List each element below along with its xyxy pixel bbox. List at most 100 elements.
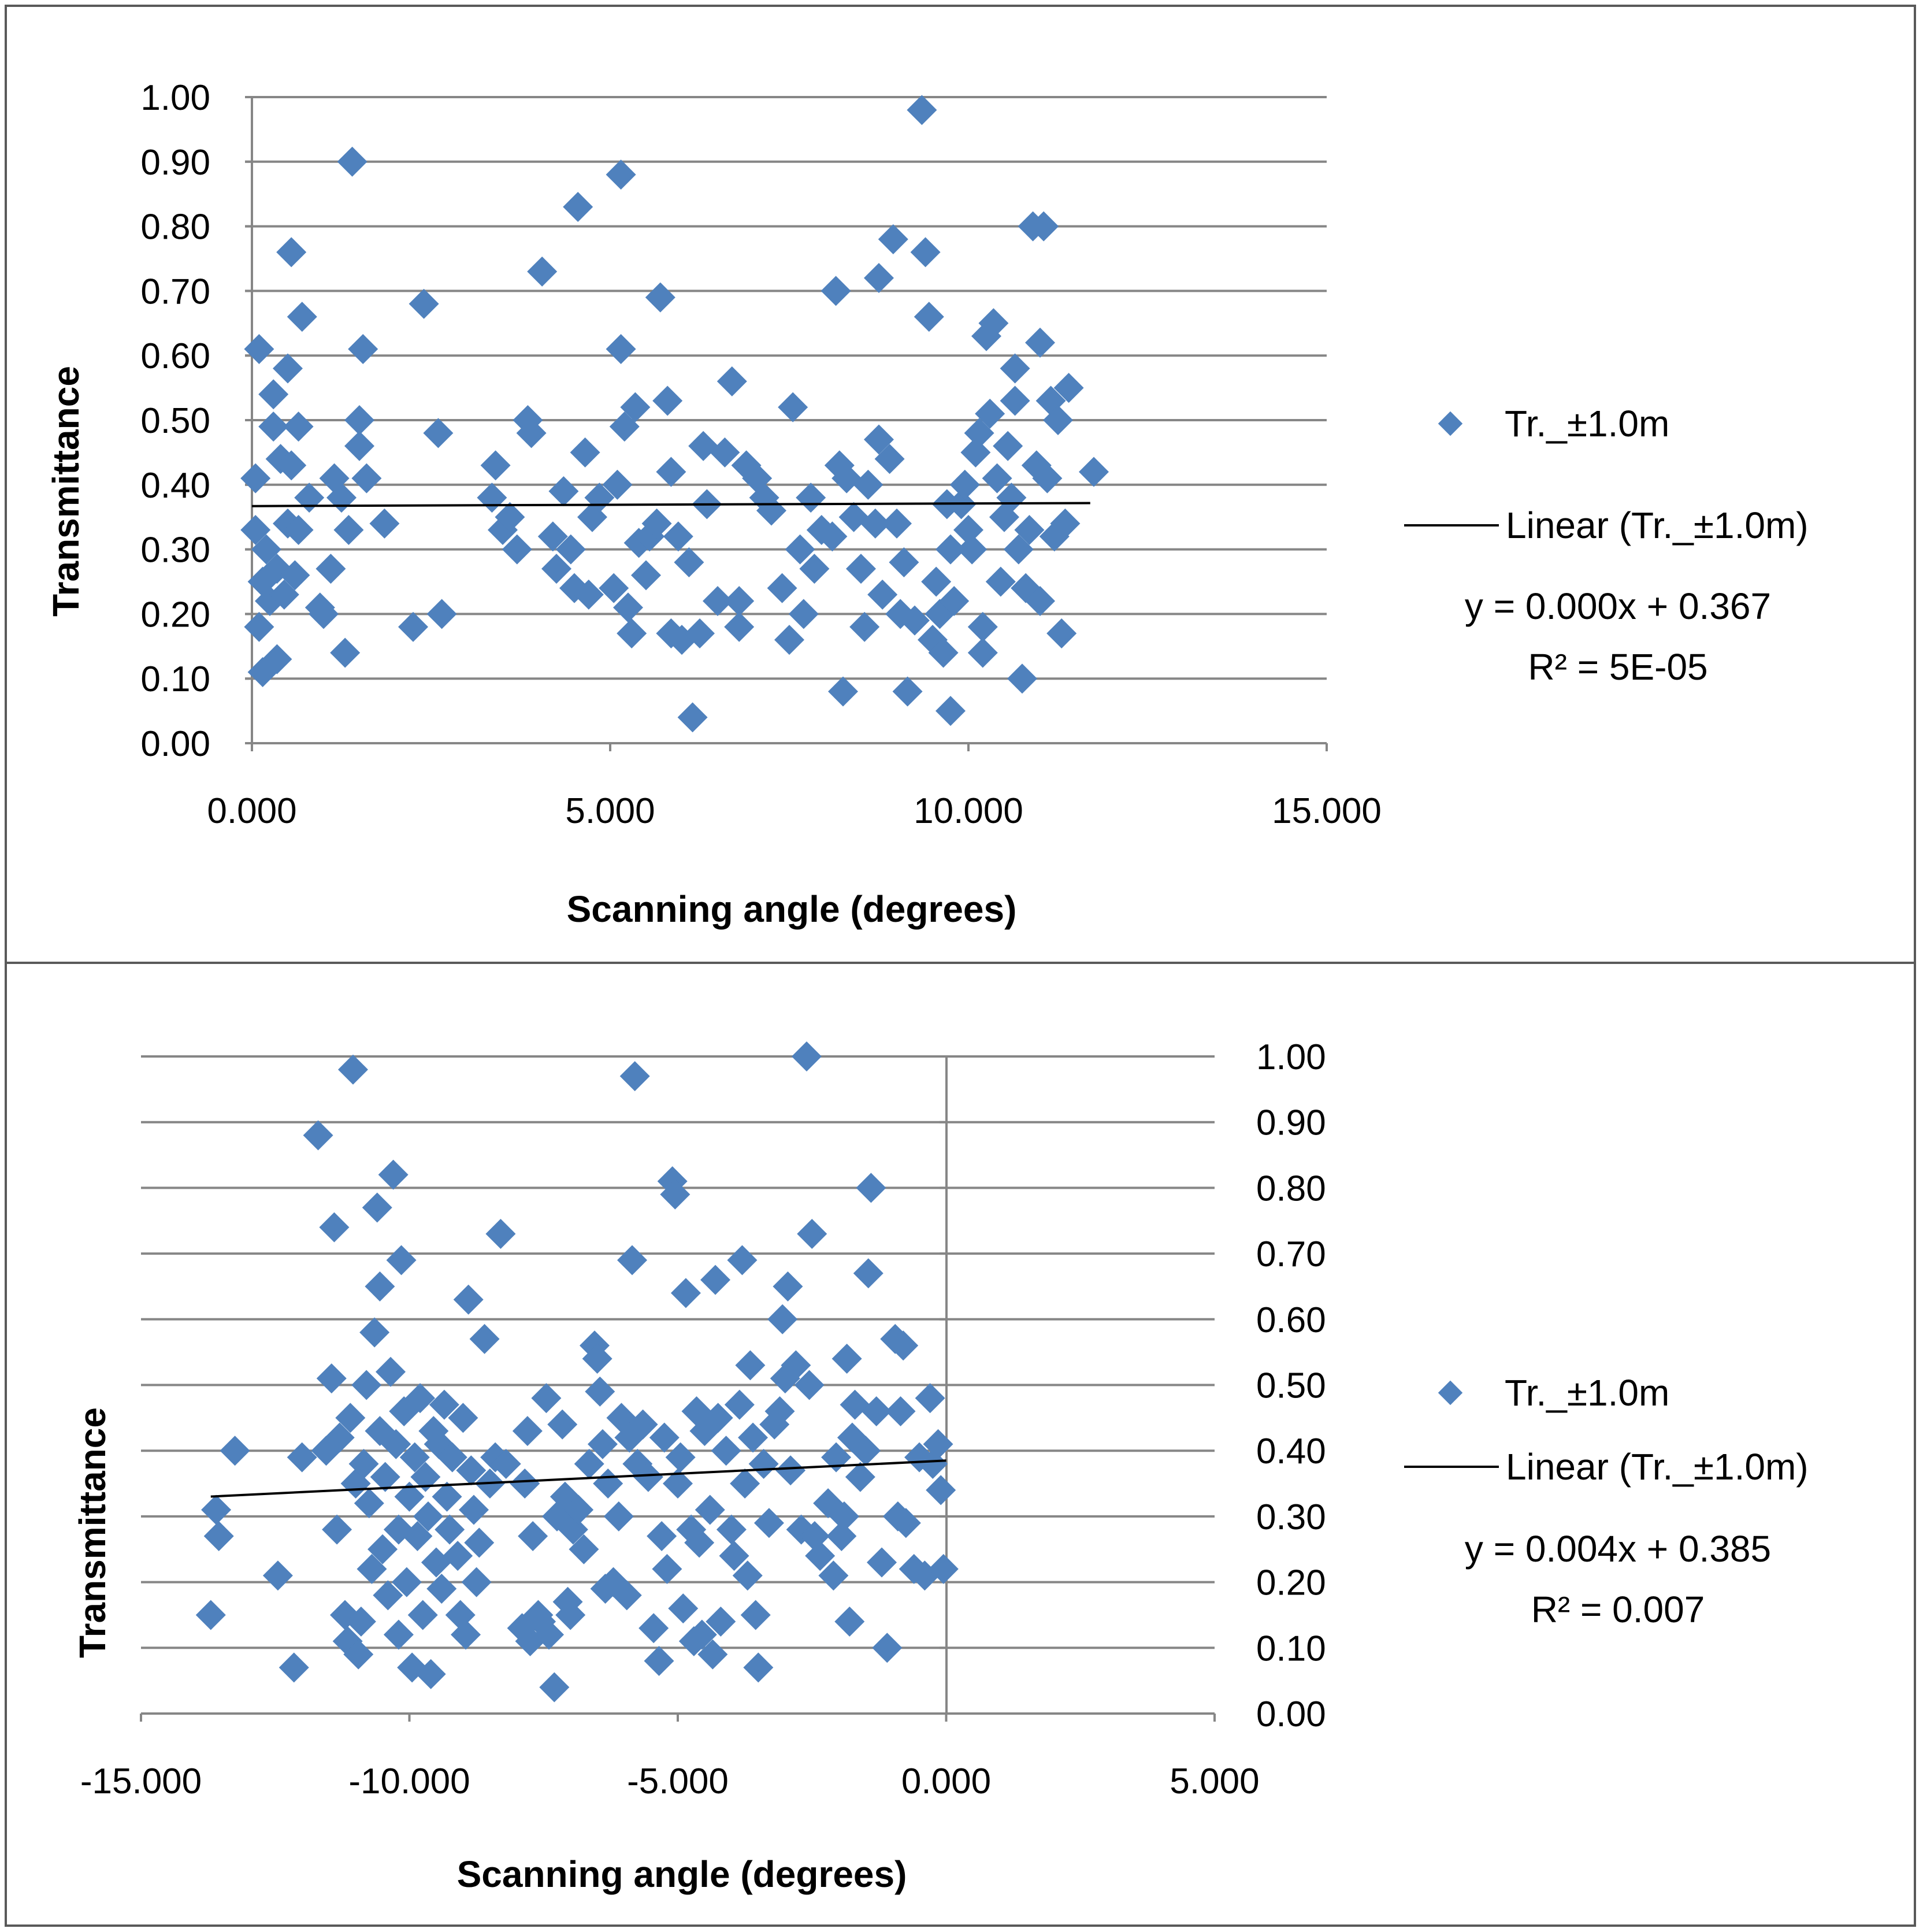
data-point <box>365 1271 395 1301</box>
top-legend-trend-label: Linear (Tr._±1.0m) <box>1506 505 1809 546</box>
x-tick-label: 5.000 <box>565 791 655 831</box>
data-point <box>602 469 633 500</box>
data-point <box>797 1218 827 1249</box>
data-point <box>851 1436 881 1466</box>
data-point <box>788 599 819 629</box>
y-tick-label: 0.10 <box>140 659 210 699</box>
data-point <box>240 463 271 494</box>
data-point <box>244 611 274 642</box>
data-point <box>303 1120 333 1151</box>
data-point <box>351 463 382 494</box>
top-r-squared: R² = 5E-05 <box>1528 646 1707 688</box>
data-point <box>767 573 797 603</box>
x-tick-label: 10.000 <box>914 791 1023 831</box>
data-point <box>890 1508 921 1538</box>
data-point <box>563 192 593 223</box>
data-point <box>443 1541 473 1571</box>
data-point <box>367 1534 398 1564</box>
x-tick-label: 0.000 <box>901 1762 991 1801</box>
data-point <box>539 1672 570 1703</box>
data-point <box>645 282 675 313</box>
data-point <box>953 515 983 546</box>
data-point <box>287 1442 317 1473</box>
data-point <box>1050 508 1081 539</box>
data-point <box>785 534 815 565</box>
data-point <box>573 579 604 610</box>
data-point <box>548 476 579 506</box>
data-point <box>251 534 281 565</box>
data-point <box>1000 353 1030 384</box>
data-point <box>394 1481 425 1512</box>
bottom-legend-series-label: Tr._±1.0m <box>1505 1372 1669 1414</box>
data-point <box>985 566 1016 597</box>
data-point <box>688 431 719 461</box>
data-point <box>874 444 905 474</box>
data-point <box>448 1403 478 1433</box>
y-tick-label: 0.30 <box>1256 1497 1326 1537</box>
data-point <box>563 1495 594 1525</box>
data-point <box>668 1593 699 1624</box>
data-point <box>351 1370 382 1400</box>
data-point <box>700 1264 731 1295</box>
data-point <box>255 586 285 617</box>
top-chart: 0.00 0.10 0.20 0.30 0.40 0.50 0.60 0.70 0.80 0.90… <box>45 78 1809 930</box>
data-point <box>914 302 944 332</box>
data-point <box>344 405 374 435</box>
data-point <box>409 288 439 319</box>
data-point <box>464 1527 495 1558</box>
data-point <box>587 1429 618 1459</box>
data-point <box>915 1383 945 1414</box>
data-point <box>724 586 755 617</box>
data-point <box>357 1553 387 1584</box>
x-tick-label: 5.000 <box>1170 1762 1259 1801</box>
y-tick-label: 1.00 <box>1256 1037 1326 1077</box>
data-point <box>978 308 1009 339</box>
data-point <box>537 521 568 552</box>
data-point <box>861 1396 892 1426</box>
data-point <box>346 1606 376 1637</box>
data-point <box>620 392 651 422</box>
x-tick-label: 0.000 <box>207 791 296 831</box>
data-point <box>418 1416 449 1447</box>
data-point <box>892 676 923 707</box>
data-point <box>614 1422 645 1453</box>
data-point <box>817 521 848 552</box>
data-point <box>315 554 346 584</box>
top-x-axis-title: Scanning angle (degrees) <box>567 888 1017 930</box>
data-point <box>853 469 883 500</box>
y-tick-label: 0.80 <box>140 207 210 247</box>
data-point <box>423 418 454 448</box>
data-point <box>1053 373 1084 403</box>
top-data-points <box>240 95 1109 733</box>
data-point <box>585 1376 615 1407</box>
data-point <box>386 1245 417 1275</box>
data-point <box>322 1514 352 1545</box>
data-point <box>967 611 998 642</box>
data-point <box>195 1600 226 1630</box>
data-point <box>574 1448 604 1479</box>
data-point <box>652 1553 682 1584</box>
data-point <box>849 611 880 642</box>
y-tick-label: 0.60 <box>1256 1300 1326 1340</box>
data-point <box>324 1422 355 1453</box>
bottom-chart: 0.00 0.10 0.20 0.30 0.40 0.50 0.60 0.70 0.80 0.90… <box>72 1037 1809 1895</box>
data-point <box>727 1245 758 1275</box>
data-point <box>676 1514 707 1545</box>
top-x-axis: 0.000 5.000 10.000 15.000 <box>207 742 1382 831</box>
data-point <box>957 534 988 565</box>
data-point <box>656 457 686 487</box>
data-point <box>399 1442 430 1473</box>
data-point <box>926 1475 956 1505</box>
data-point <box>717 366 747 396</box>
data-point <box>550 1481 580 1512</box>
data-point <box>480 450 511 481</box>
data-point <box>845 1462 875 1492</box>
data-point <box>975 398 1005 429</box>
x-tick-label: 15.000 <box>1272 791 1382 831</box>
y-tick-label: 0.70 <box>1256 1234 1326 1274</box>
data-point <box>719 1541 749 1571</box>
data-point <box>569 1534 599 1564</box>
data-point <box>764 1396 795 1426</box>
y-tick-label: 0.00 <box>140 724 210 764</box>
data-point <box>710 437 740 468</box>
